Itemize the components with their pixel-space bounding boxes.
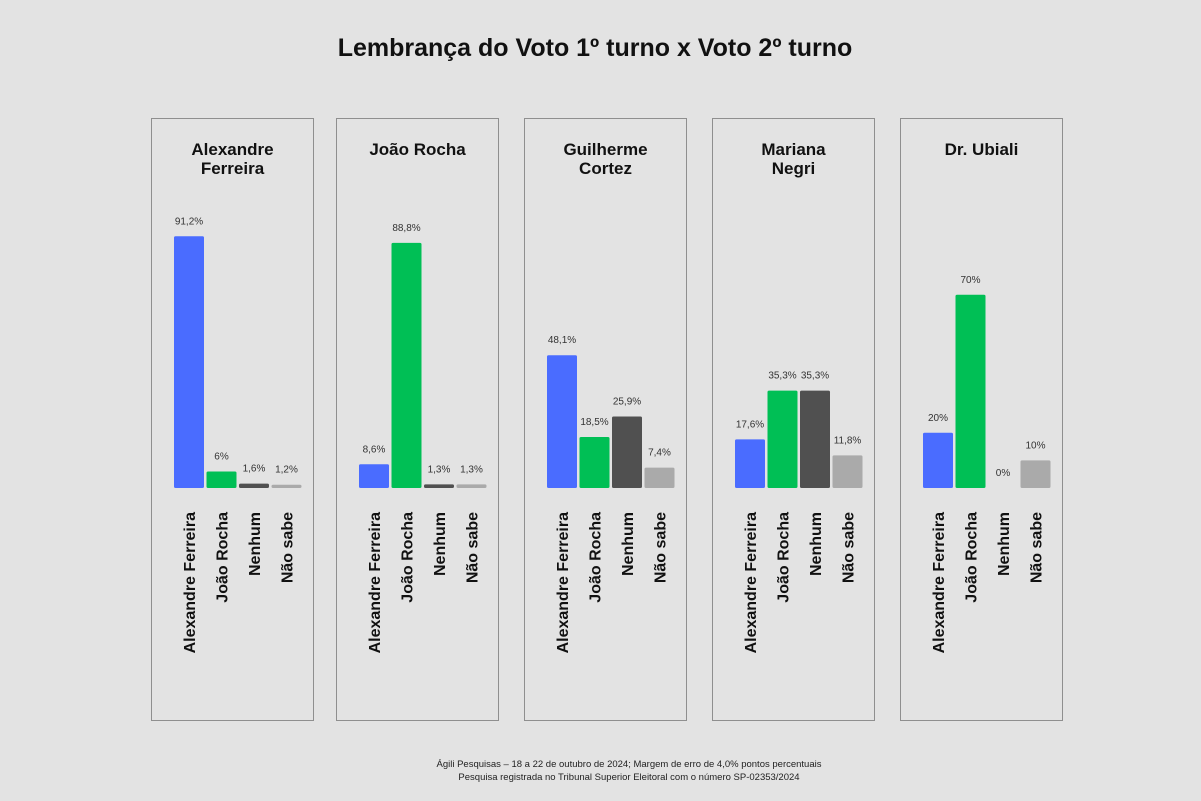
value-label-nao-sabe: 1,2% bbox=[275, 465, 298, 476]
panel-chart: 20% Alexandre Ferreira 70% João Rocha 0% Nenh… bbox=[923, 275, 1051, 654]
bar-alexandre-ferreira bbox=[923, 432, 953, 488]
panel-title-line: João Rocha bbox=[369, 140, 466, 159]
category-label-alexandre-ferreira: Alexandre Ferreira bbox=[367, 512, 384, 654]
bar-alexandre-ferreira bbox=[174, 236, 204, 488]
category-label-nao-sabe: Não sabe bbox=[280, 512, 297, 583]
panel-guilherme-cortez: Guilherme Cortez 48,1% Alexandre Ferreira… bbox=[524, 118, 687, 721]
value-label-alexandre-ferreira: 17,6% bbox=[736, 419, 764, 430]
footer-line-2: Pesquisa registrada no Tribunal Superior… bbox=[458, 772, 800, 783]
category-label-nao-sabe: Não sabe bbox=[465, 512, 482, 583]
value-label-alexandre-ferreira: 8,6% bbox=[363, 444, 386, 455]
value-label-joao-rocha: 88,8% bbox=[392, 223, 420, 234]
panel-title: Mariana Negri bbox=[713, 140, 874, 178]
value-label-nao-sabe: 11,8% bbox=[834, 435, 862, 446]
panel-chart: 48,1% Alexandre Ferreira 18,5% João Rocha 25… bbox=[547, 335, 675, 654]
panel-title-line: Dr. Ubiali bbox=[944, 140, 1019, 159]
category-label-alexandre-ferreira: Alexandre Ferreira bbox=[182, 512, 199, 654]
panel-title: Dr. Ubiali bbox=[901, 140, 1062, 159]
category-label-joao-rocha: João Rocha bbox=[400, 512, 417, 603]
bar-nao-sabe bbox=[271, 484, 302, 488]
panel-title-line: Ferreira bbox=[200, 159, 265, 178]
bar-nenhum bbox=[424, 484, 454, 488]
value-label-alexandre-ferreira: 48,1% bbox=[548, 335, 576, 346]
category-label-nenhum: Nenhum bbox=[808, 512, 825, 576]
bar-alexandre-ferreira bbox=[359, 464, 389, 488]
panel-title-line: Alexandre bbox=[191, 140, 274, 159]
bar-joao-rocha bbox=[767, 390, 798, 488]
footer-line-1: Ágili Pesquisas – 18 a 22 de outubro de … bbox=[436, 759, 822, 770]
category-label-joao-rocha: João Rocha bbox=[215, 512, 232, 603]
value-label-joao-rocha: 35,3% bbox=[768, 371, 796, 382]
value-label-nenhum: 0% bbox=[996, 468, 1011, 479]
category-label-nao-sabe: Não sabe bbox=[1029, 512, 1046, 583]
panel-title: Alexandre Ferreira bbox=[152, 140, 313, 178]
bar-alexandre-ferreira bbox=[735, 439, 765, 488]
footer-note: Ágili Pesquisas – 18 a 22 de outubro de … bbox=[0, 758, 1201, 784]
panel-dr-ubiali: Dr. Ubiali 20% Alexandre Ferreira 70% João … bbox=[900, 118, 1063, 721]
panel-chart: 8,6% Alexandre Ferreira 88,8% João Rocha 1,3… bbox=[359, 223, 487, 654]
bar-joao-rocha bbox=[955, 294, 986, 488]
value-label-nao-sabe: 10% bbox=[1025, 440, 1045, 451]
bar-nao-sabe bbox=[832, 455, 863, 488]
bar-alexandre-ferreira bbox=[547, 355, 577, 488]
category-label-joao-rocha: João Rocha bbox=[588, 512, 605, 603]
value-label-nao-sabe: 1,3% bbox=[460, 464, 483, 475]
panel-alexandre-ferreira: Alexandre Ferreira 91,2% Alexandre Ferrei… bbox=[151, 118, 314, 721]
value-label-nenhum: 1,3% bbox=[428, 464, 451, 475]
bar-nao-sabe bbox=[1020, 460, 1051, 488]
category-label-nenhum: Nenhum bbox=[432, 512, 449, 576]
panel-title-line: Mariana bbox=[761, 140, 826, 159]
panel-title-line: Cortez bbox=[579, 159, 632, 178]
bar-nao-sabe bbox=[456, 484, 487, 488]
panel-mariana-negri: Mariana Negri 17,6% Alexandre Ferreira 35,… bbox=[712, 118, 875, 721]
bar-nenhum bbox=[239, 483, 269, 488]
bar-nao-sabe bbox=[644, 467, 675, 488]
category-label-joao-rocha: João Rocha bbox=[776, 512, 793, 603]
panel-title: João Rocha bbox=[337, 140, 498, 159]
category-label-alexandre-ferreira: Alexandre Ferreira bbox=[555, 512, 572, 654]
panel-title: Guilherme Cortez bbox=[525, 140, 686, 178]
panel-joao-rocha: João Rocha 8,6% Alexandre Ferreira 88,8% Jo… bbox=[336, 118, 499, 721]
panel-chart: 91,2% Alexandre Ferreira 6% João Rocha 1,6% N… bbox=[174, 216, 302, 654]
panel-chart: 17,6% Alexandre Ferreira 35,3% João Rocha 35… bbox=[735, 371, 863, 654]
category-label-alexandre-ferreira: Alexandre Ferreira bbox=[743, 512, 760, 654]
chart-title: Lembrança do Voto 1º turno x Voto 2º tur… bbox=[337, 34, 853, 62]
category-label-nao-sabe: Não sabe bbox=[841, 512, 858, 583]
value-label-joao-rocha: 70% bbox=[960, 275, 980, 286]
bar-joao-rocha bbox=[579, 436, 610, 488]
value-label-alexandre-ferreira: 20% bbox=[928, 413, 948, 424]
panel-title-line: Negri bbox=[771, 159, 816, 178]
category-label-nao-sabe: Não sabe bbox=[653, 512, 670, 583]
value-label-nenhum: 1,6% bbox=[243, 464, 266, 475]
category-label-nenhum: Nenhum bbox=[996, 512, 1013, 576]
category-label-nenhum: Nenhum bbox=[247, 512, 264, 576]
value-label-nao-sabe: 7,4% bbox=[648, 448, 671, 459]
value-label-joao-rocha: 18,5% bbox=[580, 417, 608, 428]
category-label-nenhum: Nenhum bbox=[620, 512, 637, 576]
bar-joao-rocha bbox=[206, 471, 237, 488]
bar-joao-rocha bbox=[391, 242, 422, 488]
category-label-joao-rocha: João Rocha bbox=[964, 512, 981, 603]
bar-nenhum bbox=[800, 390, 830, 488]
value-label-joao-rocha: 6% bbox=[214, 451, 229, 462]
value-label-nenhum: 25,9% bbox=[613, 397, 641, 408]
category-label-alexandre-ferreira: Alexandre Ferreira bbox=[931, 512, 948, 654]
bar-nenhum bbox=[612, 416, 642, 488]
value-label-alexandre-ferreira: 91,2% bbox=[175, 216, 203, 227]
value-label-nenhum: 35,3% bbox=[801, 371, 829, 382]
panel-title-line: Guilherme bbox=[563, 140, 648, 159]
